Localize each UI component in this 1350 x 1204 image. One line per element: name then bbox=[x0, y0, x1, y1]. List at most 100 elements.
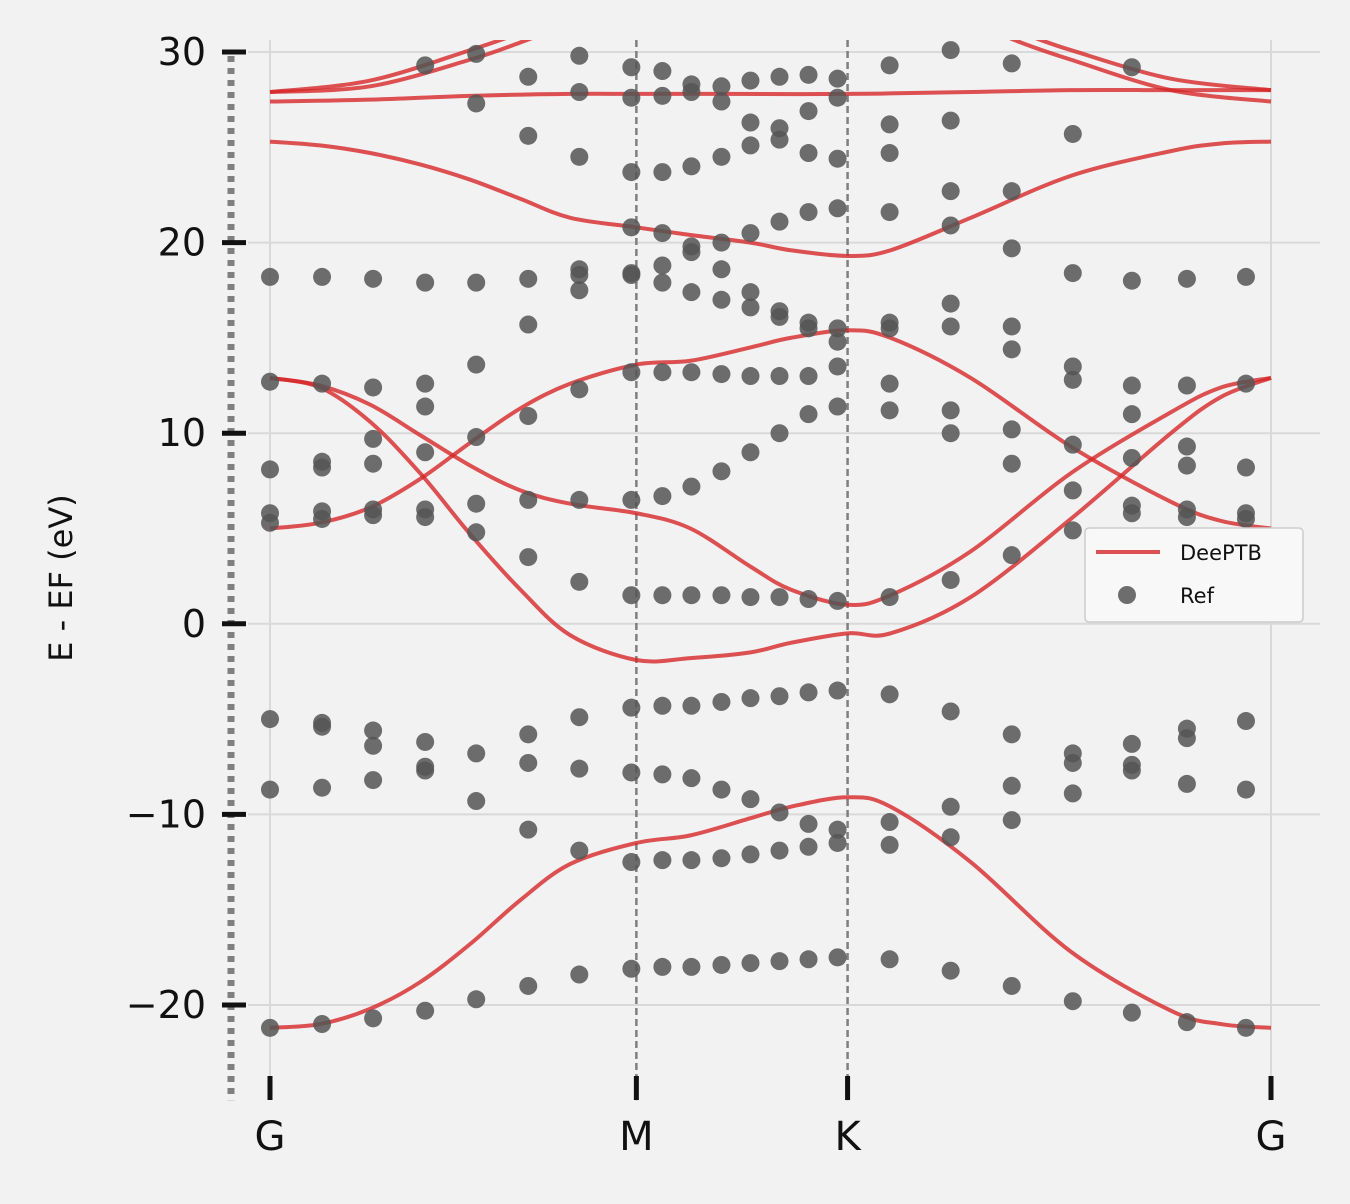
ref-point bbox=[622, 163, 641, 182]
ref-point bbox=[1122, 405, 1141, 424]
ref-point bbox=[570, 260, 589, 279]
ref-point bbox=[622, 58, 641, 77]
deeptb-band-line bbox=[269, 375, 1272, 607]
ref-point bbox=[1063, 435, 1082, 454]
ref-point bbox=[880, 313, 899, 332]
ref-point bbox=[682, 75, 701, 94]
ref-point bbox=[622, 363, 641, 382]
ref-point bbox=[682, 769, 701, 788]
deeptb-band-line bbox=[269, 40, 533, 95]
ref-points bbox=[261, 41, 1255, 1037]
ref-point bbox=[1177, 1013, 1196, 1032]
ref-point bbox=[880, 950, 899, 969]
ref-point bbox=[467, 428, 486, 447]
ref-point bbox=[1122, 58, 1141, 77]
ref-point bbox=[880, 56, 899, 75]
ref-point bbox=[416, 732, 435, 751]
ref-point bbox=[682, 586, 701, 605]
ref-point bbox=[770, 67, 789, 86]
ref-point bbox=[622, 88, 641, 107]
ref-point bbox=[770, 119, 789, 138]
ref-point bbox=[741, 136, 760, 155]
ref-point bbox=[519, 67, 538, 86]
ref-point bbox=[364, 454, 383, 473]
ref-point bbox=[653, 487, 672, 506]
ref-point bbox=[1122, 1003, 1141, 1022]
ref-point bbox=[416, 443, 435, 462]
ref-point bbox=[941, 702, 960, 721]
ref-point bbox=[364, 771, 383, 790]
ref-point bbox=[1063, 521, 1082, 540]
x-tick-label: G bbox=[1256, 1114, 1287, 1160]
ref-point bbox=[519, 820, 538, 839]
legend-ref-label: Ref bbox=[1180, 584, 1215, 608]
deeptb-band-line bbox=[269, 795, 1272, 1030]
y-tick-label: 10 bbox=[158, 411, 206, 455]
ref-point bbox=[1236, 712, 1255, 731]
deeptb-bands bbox=[269, 40, 1272, 1030]
ref-point bbox=[416, 500, 435, 519]
ref-point bbox=[741, 443, 760, 462]
legend: DeePTB Ref bbox=[1084, 527, 1304, 623]
ref-point bbox=[1236, 458, 1255, 477]
deeptb-band-line bbox=[269, 328, 1272, 531]
ref-point bbox=[941, 294, 960, 313]
x-tick-label: K bbox=[834, 1114, 862, 1160]
deeptb-band-line bbox=[1034, 40, 1272, 93]
ref-point bbox=[467, 792, 486, 811]
ref-point bbox=[828, 149, 847, 168]
ref-point bbox=[880, 374, 899, 393]
ref-point bbox=[682, 957, 701, 976]
ref-point bbox=[1236, 374, 1255, 393]
ref-point bbox=[828, 591, 847, 610]
ref-point bbox=[941, 182, 960, 201]
ref-point bbox=[1177, 500, 1196, 519]
ref-point bbox=[741, 224, 760, 243]
ref-point bbox=[1236, 267, 1255, 286]
ref-point bbox=[519, 490, 538, 509]
ref-point bbox=[712, 147, 731, 166]
ref-point bbox=[770, 424, 789, 443]
ref-point bbox=[880, 115, 899, 134]
ref-point bbox=[653, 765, 672, 784]
ref-point bbox=[416, 397, 435, 416]
ref-point bbox=[1002, 546, 1021, 565]
ref-point bbox=[416, 56, 435, 75]
ref-point bbox=[1063, 264, 1082, 283]
ref-point bbox=[799, 203, 818, 222]
ref-point bbox=[712, 233, 731, 252]
ref-point bbox=[1002, 725, 1021, 744]
ref-point bbox=[712, 462, 731, 481]
kpath-lines bbox=[635, 40, 849, 1101]
y-tick-label: 0 bbox=[182, 602, 206, 646]
ref-point bbox=[519, 407, 538, 426]
ref-point bbox=[799, 590, 818, 609]
ref-point bbox=[741, 845, 760, 864]
ref-point bbox=[622, 698, 641, 717]
ref-point bbox=[1063, 744, 1082, 763]
ref-point bbox=[653, 224, 672, 243]
ref-point bbox=[1002, 340, 1021, 359]
ref-point bbox=[653, 696, 672, 715]
ref-point bbox=[622, 490, 641, 509]
ref-point bbox=[1063, 124, 1082, 143]
y-tick-label: 20 bbox=[158, 221, 206, 265]
ref-point bbox=[467, 94, 486, 113]
ref-point bbox=[653, 256, 672, 275]
ref-point bbox=[682, 363, 701, 382]
y-tick-label: −20 bbox=[126, 983, 206, 1027]
ref-point bbox=[1002, 239, 1021, 258]
ref-point bbox=[570, 380, 589, 399]
ref-point bbox=[799, 102, 818, 121]
ref-point bbox=[880, 144, 899, 163]
ref-point bbox=[653, 957, 672, 976]
ref-point bbox=[941, 570, 960, 589]
ref-point bbox=[682, 851, 701, 870]
y-axis-label: E - EF (eV) bbox=[42, 494, 80, 661]
ref-point bbox=[1122, 496, 1141, 515]
ref-point bbox=[1002, 811, 1021, 830]
ref-point bbox=[799, 950, 818, 969]
ref-point bbox=[467, 355, 486, 374]
